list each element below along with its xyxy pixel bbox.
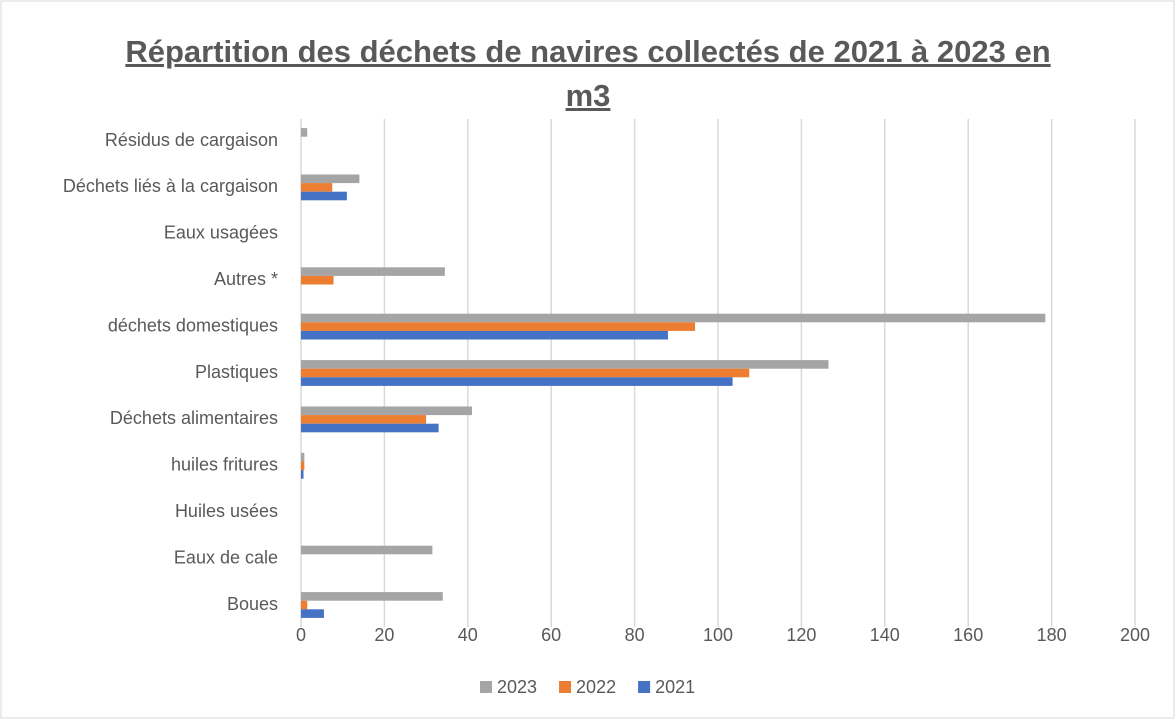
bar bbox=[301, 191, 347, 201]
bar bbox=[301, 313, 1046, 323]
x-tick-label: 0 bbox=[296, 625, 306, 645]
bar bbox=[301, 600, 308, 610]
legend-label: 2023 bbox=[497, 677, 537, 697]
bar bbox=[301, 128, 308, 137]
legend-swatch bbox=[559, 681, 572, 693]
bar bbox=[301, 545, 433, 555]
y-tick-label: Eaux de cale bbox=[174, 547, 278, 567]
bar bbox=[301, 275, 334, 285]
y-tick-label: Plastiques bbox=[195, 362, 278, 382]
y-tick-label: Autres * bbox=[214, 269, 278, 289]
bar bbox=[301, 415, 427, 424]
bar bbox=[301, 183, 333, 192]
bar bbox=[301, 174, 360, 184]
y-tick-label: déchets domestiques bbox=[108, 315, 278, 335]
y-tick-label: huiles fritures bbox=[171, 455, 278, 475]
bar bbox=[301, 330, 668, 340]
x-tick-label: 200 bbox=[1120, 625, 1150, 645]
x-tick-label: 60 bbox=[541, 625, 561, 645]
bar bbox=[301, 368, 750, 378]
legend-label: 2022 bbox=[576, 677, 616, 697]
y-tick-label: Boues bbox=[227, 594, 278, 614]
y-tick-label: Déchets alimentaires bbox=[110, 408, 278, 428]
bar bbox=[301, 470, 304, 479]
bar bbox=[301, 423, 439, 433]
y-tick-label: Déchets liés à la cargaison bbox=[63, 176, 278, 196]
chart-title: Répartition des déchets de navires colle… bbox=[125, 34, 1051, 113]
x-tick-label: 20 bbox=[374, 625, 394, 645]
bar bbox=[301, 267, 445, 276]
x-tick-label: 40 bbox=[458, 625, 478, 645]
bar bbox=[301, 406, 472, 416]
legend-swatch bbox=[638, 681, 651, 693]
x-tick-label: 180 bbox=[1037, 625, 1067, 645]
legend-swatch bbox=[480, 681, 492, 693]
legend-label: 2021 bbox=[655, 677, 695, 697]
bar bbox=[301, 377, 733, 386]
x-tick-label: 100 bbox=[703, 625, 733, 645]
bar bbox=[301, 322, 696, 331]
bar bbox=[301, 452, 305, 462]
x-tick-label: 120 bbox=[786, 625, 816, 645]
bar bbox=[301, 609, 324, 618]
x-tick-label: 160 bbox=[953, 625, 983, 645]
x-tick-label: 80 bbox=[625, 625, 645, 645]
bar bbox=[301, 592, 443, 601]
x-tick-label: 140 bbox=[870, 625, 900, 645]
y-tick-label: Résidus de cargaison bbox=[105, 130, 278, 150]
y-tick-label: Huiles usées bbox=[175, 501, 278, 521]
y-tick-label: Eaux usagées bbox=[164, 223, 278, 243]
bar bbox=[301, 461, 305, 471]
bar bbox=[301, 360, 829, 369]
